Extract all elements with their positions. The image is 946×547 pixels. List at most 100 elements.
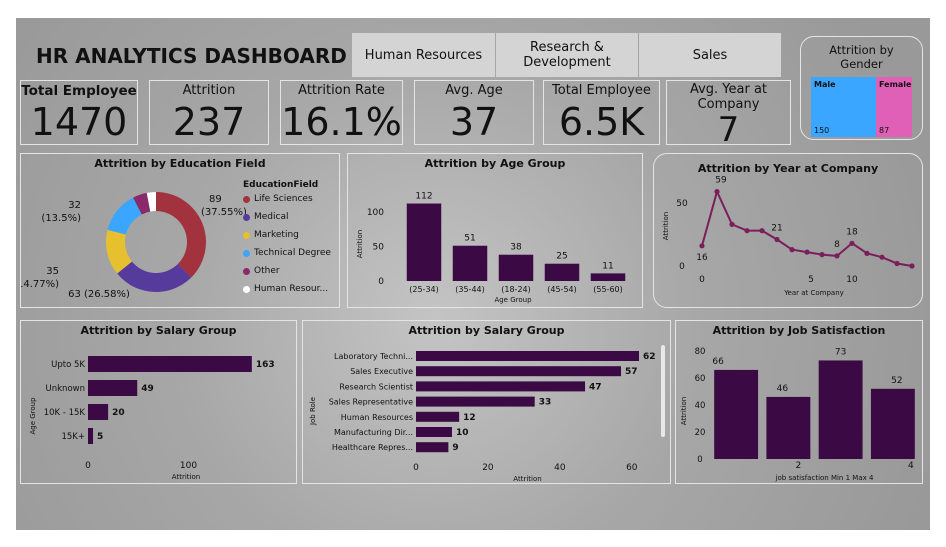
legend-item-medical[interactable]: Medical — [243, 212, 288, 222]
bar-3[interactable] — [416, 381, 586, 392]
data-point[interactable] — [834, 253, 840, 259]
salary-group-card: Attrition by Salary Group Upto 5K 163 Unkn… — [20, 320, 297, 484]
legend-swatch — [243, 267, 250, 275]
category-label: 15K+ — [61, 432, 85, 442]
legend-label: Technical Degree — [254, 248, 331, 258]
data-point[interactable] — [774, 236, 780, 243]
donut-slice-1[interactable] — [156, 192, 206, 278]
tab-human-resources[interactable]: Human Resources — [352, 33, 495, 77]
job-role-bar-chart: Laboratory Techni... 62 Sales Executive 57 R… — [309, 351, 656, 483]
x-tick-label: 0 — [85, 461, 91, 471]
bar-1[interactable] — [416, 351, 639, 361]
female-tile[interactable]: Female 87 — [876, 77, 912, 137]
kpi-total-employee-k: Total Employee 6.5K — [543, 80, 660, 145]
kpi-attrition-rate: Attrition Rate 16.1% — [280, 80, 403, 145]
age-group-card: Attrition by Age Group Attrition 0 50 100 11… — [347, 153, 643, 308]
bar-5[interactable] — [416, 411, 460, 422]
bar-value-label: 51 — [464, 234, 475, 244]
tab-research-development[interactable]: Research & Development — [496, 33, 638, 77]
kpi-value: 37 — [449, 100, 499, 144]
legend-item-marketing[interactable]: Marketing — [243, 230, 299, 240]
bar-value-label: 47 — [589, 382, 602, 392]
x-tick-label: (35-44) — [455, 285, 485, 294]
data-point[interactable] — [759, 228, 765, 234]
job-satisfaction-bar-chart: Attrition 0 20 40 60 80 66 46 2 73 52 4 job satisfac… — [680, 347, 915, 482]
x-tick-label: 5 — [808, 275, 814, 285]
legend-item-human-resources[interactable]: Human Resour... — [243, 284, 328, 294]
kpi-attrition: Attrition 237 — [149, 80, 269, 145]
bar-(45-54)[interactable] — [544, 263, 580, 281]
donut-slice-5[interactable] — [133, 192, 151, 215]
bar-(35-44)[interactable] — [452, 245, 488, 281]
bar-value-label: 25 — [556, 252, 567, 262]
y-tick-label: 50 — [676, 199, 688, 209]
legend-item-other[interactable]: Other — [243, 266, 280, 276]
bar-3[interactable] — [88, 404, 109, 420]
x-tick-label: (45-54) — [547, 285, 577, 294]
kpi-avg-age: Avg. Age 37 — [414, 80, 534, 145]
y-axis-label: Attrition — [662, 212, 670, 240]
x-axis-label: job satisfaction Min 1 Max 4 — [775, 474, 874, 482]
data-point[interactable] — [789, 247, 795, 253]
bar-4[interactable] — [416, 396, 535, 407]
y-tick-label: 0 — [679, 262, 685, 272]
bar-7[interactable] — [416, 442, 449, 453]
data-point[interactable] — [879, 254, 885, 260]
bar-value-label: 52 — [891, 376, 902, 386]
point-label: 8 — [834, 240, 840, 250]
kpi-value: 1470 — [30, 100, 128, 144]
bar-(55-60)[interactable] — [590, 273, 626, 281]
tab-label: Research & Development — [523, 40, 611, 70]
legend-label: Human Resour... — [254, 284, 329, 294]
data-point[interactable] — [699, 243, 705, 249]
x-tick-label: 60 — [626, 463, 638, 473]
y-tick-label: 0 — [378, 277, 384, 287]
donut-slice-2[interactable] — [117, 261, 192, 292]
point-label: 59 — [715, 176, 727, 186]
x-tick-label: 4 — [908, 461, 914, 471]
bar-value-label: 46 — [777, 384, 789, 394]
donut-slice-4[interactable] — [107, 197, 142, 235]
x-tick-label: (18-24) — [501, 285, 531, 294]
data-point[interactable] — [804, 249, 810, 255]
scrollbar-track[interactable] — [661, 345, 665, 437]
bar-value-label: 62 — [643, 352, 656, 362]
data-point[interactable] — [819, 252, 825, 258]
data-point[interactable] — [729, 221, 735, 227]
donut-slice-3[interactable] — [106, 229, 132, 274]
bar-satisfaction-4[interactable] — [870, 388, 915, 459]
legend-swatch — [243, 231, 250, 239]
legend-title: EducationField — [243, 180, 319, 190]
legend-item-technical-degree[interactable]: Technical Degree — [243, 248, 331, 258]
category-label: Research Scientist — [339, 382, 413, 391]
data-point[interactable] — [909, 263, 915, 269]
kpi-label: Total Employee — [552, 83, 651, 98]
data-point[interactable] — [864, 250, 870, 256]
legend-item-life-sciences[interactable]: Life Sciences — [243, 194, 313, 204]
bar-6[interactable] — [416, 427, 452, 437]
bar-(18-24)[interactable] — [498, 254, 534, 281]
data-point[interactable] — [849, 240, 855, 246]
category-label: Sales Executive — [350, 367, 413, 376]
bar-4[interactable] — [88, 428, 94, 444]
donut-label-2: 63 (26.58%) — [68, 289, 130, 300]
category-label: Sales Representative — [329, 398, 413, 407]
data-point[interactable] — [894, 260, 900, 267]
bar-satisfaction-2[interactable] — [766, 396, 811, 459]
bar-satisfaction-1[interactable] — [714, 369, 759, 459]
bar-2[interactable] — [416, 366, 622, 377]
category-label: Human Resources — [341, 413, 413, 422]
job-satisfaction-card: Attrition by Job Satisfaction Attrition 0… — [675, 320, 923, 484]
donut-slice-6[interactable] — [146, 192, 156, 212]
data-point[interactable] — [714, 188, 720, 195]
male-tile[interactable]: Male 150 — [811, 77, 876, 137]
bar-(25-34)[interactable] — [406, 203, 442, 281]
bar-1[interactable] — [88, 356, 252, 372]
bar-satisfaction-3[interactable] — [818, 360, 863, 459]
female-label: Female — [879, 80, 912, 89]
chart-title: Attrition by Job Satisfaction — [712, 324, 886, 337]
gender-card-title: Attrition by Gender — [829, 43, 894, 72]
data-point[interactable] — [744, 228, 750, 234]
tab-sales[interactable]: Sales — [639, 33, 781, 77]
bar-2[interactable] — [88, 380, 138, 396]
